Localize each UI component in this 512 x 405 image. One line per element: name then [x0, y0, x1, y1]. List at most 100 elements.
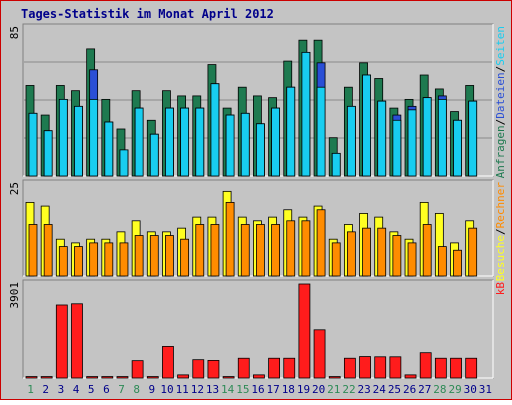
bar-rechner-day-25: [392, 235, 402, 277]
bar-seiten-day-29: [453, 119, 462, 177]
bar-seiten-day-25: [392, 119, 402, 177]
bar-seiten-day-13: [210, 83, 220, 177]
legend-rechner: Rechner: [494, 182, 507, 229]
bar-rechner-day-6: [104, 242, 114, 277]
bar-rechner-day-17: [271, 224, 280, 277]
bar-kb-day-3: [55, 304, 68, 379]
bar-kb-day-17: [268, 357, 280, 379]
bar-seiten-day-16: [256, 123, 265, 177]
bar-kb-day-13: [207, 360, 220, 379]
x-tick-day-1: 1: [27, 383, 34, 396]
bar-seiten-day-1: [28, 112, 38, 177]
chart-title: Tages-Statistik im Monat April 2012: [21, 7, 274, 21]
x-tick-day-18: 18: [282, 383, 295, 396]
bar-rechner-day-7: [119, 242, 129, 277]
bar-seiten-day-11: [180, 107, 190, 177]
bar-rechner-day-9: [149, 235, 159, 277]
x-tick-day-23: 23: [358, 383, 371, 396]
bar-rechner-day-13: [210, 224, 220, 277]
bar-rechner-day-8: [134, 235, 144, 277]
bar-seiten-day-15: [240, 112, 250, 177]
bar-kb-day-10: [162, 346, 174, 379]
bar-seiten-day-21: [331, 152, 341, 177]
bar-kb-day-28: [434, 357, 447, 379]
ymax-label-mid: 25: [8, 182, 21, 195]
bar-seiten-day-17: [271, 107, 280, 177]
bar-seiten-day-6: [104, 121, 114, 177]
x-tick-day-11: 11: [176, 383, 189, 396]
legend-sep: /: [494, 119, 507, 126]
bar-rechner-day-26: [407, 242, 417, 277]
legend-top: Anfragen/Dateien/Seiten: [494, 26, 507, 178]
legend-anfragen: Anfragen: [494, 125, 507, 178]
x-tick-day-13: 13: [206, 383, 219, 396]
legend-mid: Besuche/Rechner: [494, 182, 507, 282]
bar-rechner-day-30: [468, 227, 478, 277]
legend-bottom: kB: [494, 282, 507, 296]
x-tick-day-2: 2: [42, 383, 49, 396]
x-tick-day-4: 4: [73, 383, 80, 396]
x-tick-day-28: 28: [433, 383, 446, 396]
bar-kb-day-25: [389, 356, 402, 379]
bar-kb-day-20: [313, 329, 326, 379]
ymax-label-top: 85: [8, 26, 21, 39]
bar-kb-day-18: [283, 357, 296, 379]
bar-rechner-day-10: [165, 235, 174, 277]
bar-rechner-day-24: [377, 227, 387, 277]
bar-rechner-day-27: [422, 224, 432, 277]
legend-dateien: Dateien: [494, 72, 507, 118]
bar-kb-day-9: [146, 376, 159, 379]
bar-seiten-day-26: [407, 109, 417, 177]
x-tick-day-25: 25: [388, 383, 401, 396]
bar-kb-day-24: [374, 356, 387, 379]
bar-rechner-day-11: [180, 238, 190, 277]
bar-seiten-day-5: [89, 98, 99, 177]
bar-rechner-day-18: [286, 220, 296, 277]
legend-besuche: Besuche: [494, 235, 507, 281]
bar-kb-day-6: [101, 376, 114, 379]
bar-kb-day-29: [450, 357, 462, 379]
bar-rechner-day-16: [256, 224, 265, 277]
bar-kb-day-8: [131, 360, 144, 379]
bar-seiten-day-24: [377, 100, 387, 177]
bar-rechner-day-29: [453, 249, 462, 277]
bar-kb-day-26: [404, 374, 417, 379]
bar-seiten-day-7: [119, 149, 129, 177]
legend-kb: kB: [494, 282, 507, 296]
x-tick-day-20: 20: [312, 383, 325, 396]
x-tick-day-17: 17: [267, 383, 280, 396]
x-tick-day-29: 29: [448, 383, 461, 396]
bar-rechner-day-1: [28, 224, 38, 277]
bar-seiten-day-22: [346, 105, 356, 177]
bar-seiten-day-18: [286, 86, 296, 177]
bar-kb-day-22: [343, 357, 356, 379]
bar-seiten-day-28: [437, 98, 447, 177]
bar-rechner-day-23: [362, 227, 371, 277]
bar-rechner-day-5: [89, 242, 99, 277]
x-tick-day-31: 31: [479, 383, 492, 396]
x-tick-day-12: 12: [191, 383, 204, 396]
bar-rechner-day-22: [346, 231, 356, 277]
x-tick-day-14: 14: [221, 383, 235, 396]
bar-kb-day-11: [177, 374, 190, 379]
bar-rechner-day-4: [74, 246, 83, 277]
bar-rechner-day-2: [43, 224, 53, 277]
bar-kb-day-15: [237, 357, 250, 379]
bar-kb-day-16: [253, 374, 265, 379]
bar-rechner-day-21: [331, 242, 341, 277]
bar-rechner-day-12: [195, 224, 205, 277]
bar-rechner-day-3: [58, 246, 68, 277]
bar-kb-day-19: [298, 283, 311, 379]
x-tick-day-26: 26: [403, 383, 416, 396]
ymax-label-bottom: 3901: [8, 282, 21, 309]
bar-seiten-day-23: [362, 74, 371, 177]
bar-seiten-day-2: [43, 130, 53, 177]
legend-sep: /: [494, 66, 507, 73]
bar-seiten-day-8: [134, 107, 144, 177]
x-tick-day-24: 24: [373, 383, 387, 396]
bar-seiten-day-10: [165, 107, 174, 177]
x-tick-day-15: 15: [236, 383, 249, 396]
bar-kb-day-2: [40, 376, 53, 379]
bar-rechner-day-28: [437, 246, 447, 277]
